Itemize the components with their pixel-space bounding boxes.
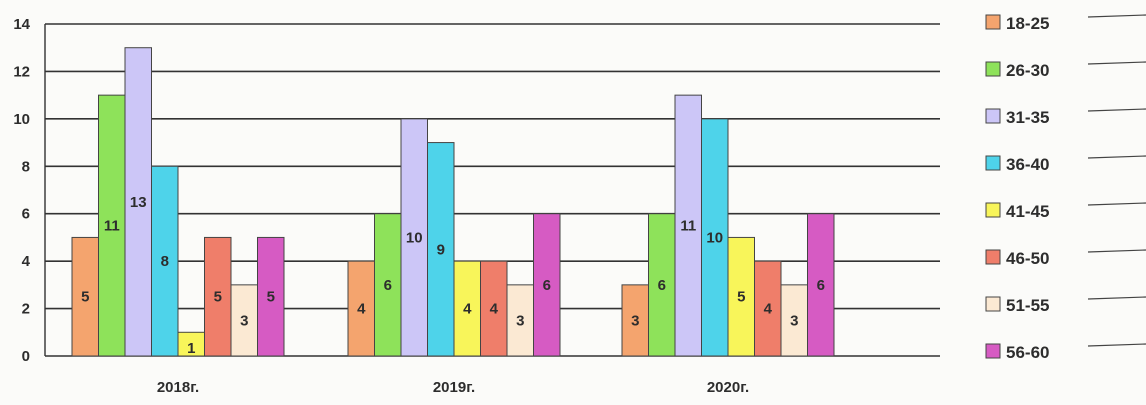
data-label: 3 <box>631 312 639 329</box>
y-tick-label: 0 <box>22 348 30 365</box>
bar-41-45-2020г. <box>727 236 755 357</box>
data-label: 5 <box>214 289 222 306</box>
legend-label: 41-45 <box>1006 202 1049 221</box>
y-tick-label: 8 <box>22 158 30 175</box>
y-tick-label: 12 <box>13 63 30 80</box>
legend-rule <box>1087 155 1146 159</box>
bar-46-50-2020г. <box>754 260 782 357</box>
legend-label: 46-50 <box>1006 249 1049 268</box>
legend-swatch <box>985 61 1001 77</box>
bar-26-30-2019г. <box>374 213 402 357</box>
legend-swatch <box>985 155 1001 171</box>
bar-46-50-2018г. <box>204 236 232 357</box>
y-tick-label: 14 <box>13 16 30 33</box>
data-label: 6 <box>543 277 551 294</box>
bar-51-55-2018г. <box>230 284 258 357</box>
legend-rule <box>1087 108 1146 112</box>
x-tick-label: 2018г. <box>157 379 199 396</box>
bar-18-25-2020г. <box>621 284 649 357</box>
data-label: 1 <box>187 340 195 357</box>
legend-swatch <box>985 202 1001 218</box>
bar-56-60-2019г. <box>533 213 561 357</box>
bar-56-60-2018г. <box>257 236 285 357</box>
data-label: 10 <box>706 229 723 246</box>
legend-label: 18-25 <box>1006 14 1049 33</box>
legend-rule <box>1087 202 1146 206</box>
legend-label: 26-30 <box>1006 61 1049 80</box>
bar-26-30-2020г. <box>648 213 676 357</box>
data-label: 5 <box>267 289 275 306</box>
legend-label: 51-55 <box>1006 296 1049 315</box>
data-label: 13 <box>130 194 147 211</box>
bar-56-60-2020г. <box>807 213 835 357</box>
legend-swatch <box>985 108 1001 124</box>
bar-31-35-2020г. <box>674 94 702 357</box>
legend-swatch <box>985 14 1001 30</box>
legend-label: 36-40 <box>1006 155 1049 174</box>
data-label: 4 <box>357 301 366 318</box>
data-label: 6 <box>384 277 392 294</box>
bar-36-40-2019г. <box>427 142 455 357</box>
data-label: 4 <box>463 301 472 318</box>
data-label: 4 <box>764 301 773 318</box>
data-label: 5 <box>81 289 89 306</box>
data-label: 3 <box>516 312 524 329</box>
data-label: 11 <box>104 218 120 235</box>
legend-rule <box>1087 14 1146 18</box>
x-tick-label: 2020г. <box>707 379 749 396</box>
data-label: 3 <box>790 312 798 329</box>
bar-46-50-2019г. <box>480 260 508 357</box>
legend-rule <box>1087 249 1146 253</box>
legend-swatch <box>985 249 1001 265</box>
legend-label: 56-60 <box>1006 343 1049 362</box>
x-tick-label: 2019г. <box>433 379 475 396</box>
y-tick-label: 2 <box>22 301 30 318</box>
bar-36-40-2018г. <box>151 165 179 357</box>
data-label: 5 <box>737 289 745 306</box>
data-label: 4 <box>490 301 499 318</box>
y-tick-label: 4 <box>22 253 31 270</box>
legend-swatch <box>985 296 1001 312</box>
legend-swatch <box>985 343 1001 359</box>
bar-51-55-2020г. <box>780 284 808 357</box>
data-label: 6 <box>658 277 666 294</box>
bar-51-55-2019г. <box>506 284 534 357</box>
data-label: 10 <box>406 229 423 246</box>
data-label: 3 <box>240 312 248 329</box>
bar-31-35-2018г. <box>124 47 152 357</box>
y-tick-label: 10 <box>13 111 30 128</box>
legend-label: 31-35 <box>1006 108 1049 127</box>
bar-31-35-2019г. <box>400 118 428 357</box>
bar-26-30-2018г. <box>98 94 126 357</box>
legend-rule <box>1087 296 1146 300</box>
data-label: 8 <box>161 253 169 270</box>
data-label: 9 <box>437 241 445 258</box>
legend-rule <box>1087 343 1146 347</box>
y-tick-label: 6 <box>22 206 30 223</box>
legend-rule <box>1087 61 1146 65</box>
data-label: 11 <box>680 218 696 235</box>
data-label: 6 <box>817 277 825 294</box>
